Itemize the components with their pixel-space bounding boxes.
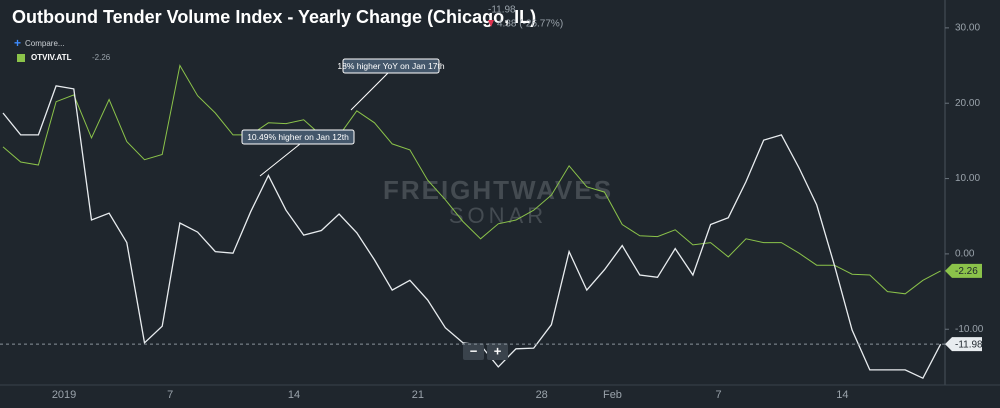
change-text: 4.38 (-26.77%) — [497, 19, 563, 30]
down-arrow — [488, 20, 494, 27]
legend-label: OTVIV.ATL — [31, 53, 72, 62]
value-tag — [945, 263, 982, 278]
x-tick-label: 7 — [716, 389, 722, 401]
last-value: -11.98 — [488, 5, 516, 16]
watermark: FREIGHTWAVES SONAR — [383, 175, 613, 228]
annotation: 10.49% higher on Jan 12th — [241, 129, 355, 177]
annotation-pointer — [259, 143, 301, 177]
value-tag-label: -11.98 — [955, 339, 983, 350]
annotation: 18% higher YoY on Jan 17th — [337, 58, 445, 111]
x-tick-label: 7 — [167, 389, 173, 401]
annotation-box — [342, 58, 440, 74]
x-tick-label: 28 — [536, 389, 548, 401]
zoom-out-label[interactable]: − — [470, 343, 478, 358]
x-tick-label: 21 — [412, 389, 424, 401]
value-tag-label: -2.26 — [955, 266, 978, 277]
annotation-text: 18% higher YoY on Jan 17th — [337, 61, 444, 71]
y-tick-label: 0.00 — [955, 249, 975, 260]
x-tick-label: 14 — [288, 389, 300, 401]
watermark-text: FREIGHTWAVES — [383, 175, 613, 205]
legend-value: -2.26 — [92, 53, 111, 62]
compare-icon: + — [14, 36, 21, 50]
chart-title: Outbound Tender Volume Index - Yearly Ch… — [12, 7, 536, 27]
value-tag — [945, 337, 982, 352]
x-tick-label: 2019 — [52, 389, 76, 401]
legend-swatch — [17, 54, 25, 62]
zoom-in-button[interactable] — [487, 343, 508, 360]
annotation-pointer — [350, 72, 389, 111]
compare-button[interactable]: + Compare... — [14, 36, 65, 50]
y-tick-label: 30.00 — [955, 23, 980, 34]
zoom-in-label[interactable]: + — [494, 343, 502, 358]
compare-label[interactable]: Compare... — [25, 39, 65, 48]
x-tick-label: Feb — [603, 389, 622, 401]
zoom-controls: − + — [463, 343, 508, 360]
series-line — [2, 64, 941, 295]
y-tick-label: 20.00 — [955, 98, 980, 109]
y-tick-label: -10.00 — [955, 324, 984, 335]
annotation-text: 10.49% higher on Jan 12th — [247, 132, 349, 142]
x-tick-label: 14 — [836, 389, 848, 401]
annotation-box — [241, 129, 355, 145]
zoom-out-button[interactable] — [463, 343, 484, 360]
y-tick-label: 10.00 — [955, 173, 980, 184]
